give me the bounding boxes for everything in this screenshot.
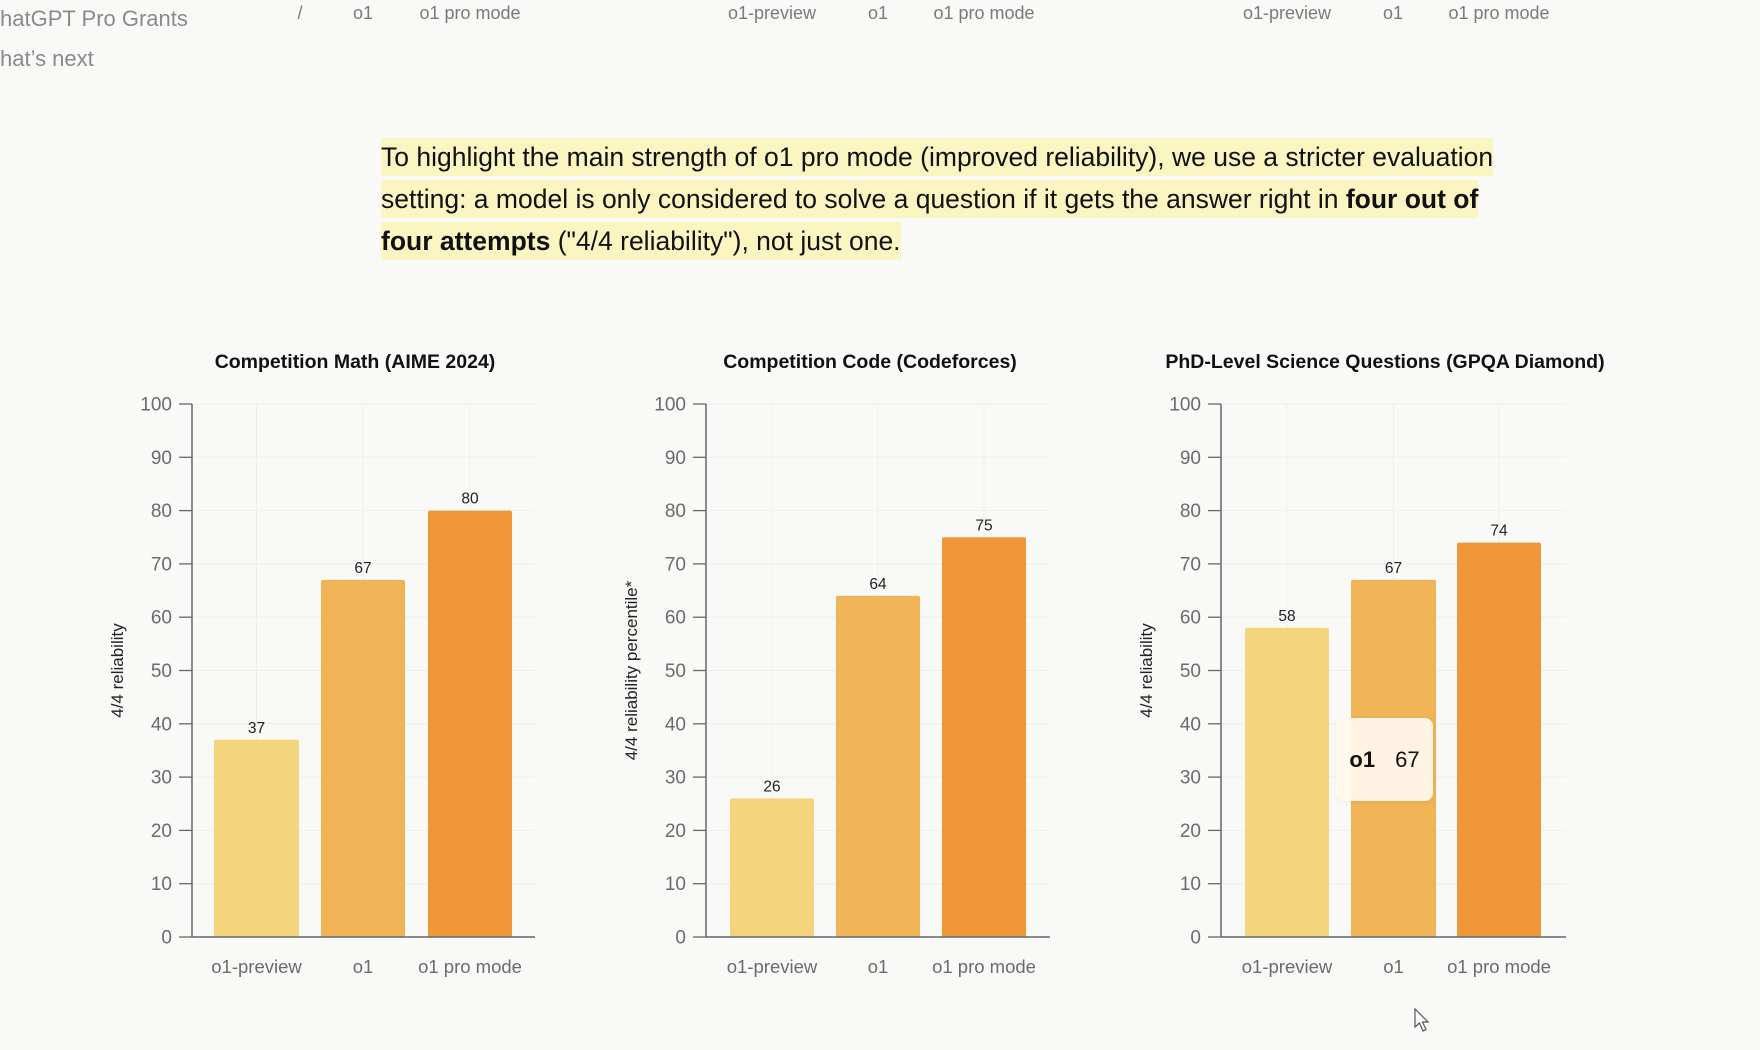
y-tick-label: 10 [151, 874, 172, 895]
bar-o1-preview [214, 739, 299, 937]
y-tick-label: 30 [1180, 768, 1201, 789]
bar-o1-pro-mode [428, 510, 512, 937]
chart-title: PhD-Level Science Questions (GPQA Diamon… [1165, 351, 1604, 373]
y-tick-label: 70 [1180, 554, 1201, 575]
data-label: 26 [763, 778, 780, 795]
bar-tooltip: o1 67 [1336, 718, 1433, 801]
y-tick-label: 100 [140, 395, 172, 416]
data-label: 37 [248, 720, 265, 737]
y-tick-label: 80 [151, 501, 172, 522]
data-label: 80 [461, 491, 479, 508]
intro-text-2: ("4/4 reliability"), not just one. [550, 226, 901, 256]
x-tick-label: o1 [1383, 956, 1404, 977]
top-cut-label: o1 pro mode [419, 3, 521, 23]
y-tick-label: 50 [151, 661, 172, 682]
x-tick-label: o1 pro mode [1447, 956, 1551, 977]
bar-o1-pro-mode [942, 537, 1026, 937]
x-tick-label: o1 pro mode [418, 956, 522, 977]
x-tick-label: o1 [868, 956, 889, 977]
intro-bold: four out of four attempts [381, 184, 1479, 256]
data-label: 67 [1385, 560, 1402, 577]
top-cut-label: o1-preview [727, 3, 817, 23]
x-tick-label: o1-preview [211, 956, 302, 977]
intro-paragraph: To highlight the main strength of o1 pro… [381, 136, 1521, 262]
x-tick-label: o1 [353, 956, 374, 977]
y-tick-label: 20 [151, 821, 172, 842]
top-cut-label: o1 [867, 3, 889, 23]
bar-o1 [321, 579, 405, 937]
y-tick-label: 20 [1180, 821, 1201, 842]
top-cut-label: o1 pro mode [1448, 3, 1550, 23]
data-label: 67 [354, 560, 371, 577]
y-axis-label: 4/4 reliability [1137, 623, 1156, 718]
bar-o1 [836, 595, 920, 937]
sidebar-item-grants[interactable]: hatGPT Pro Grants [0, 6, 188, 31]
top-cut-label: o1 [352, 3, 374, 23]
mouse-cursor-icon [1414, 1008, 1430, 1032]
data-label: 64 [869, 576, 887, 593]
tooltip-value: 67 [1395, 746, 1420, 772]
bar-o1-preview [1245, 627, 1329, 937]
top-cut-label: o1 pro mode [933, 3, 1035, 23]
y-tick-label: 30 [151, 768, 172, 789]
y-tick-label: 90 [151, 448, 172, 469]
tooltip-series: o1 [1349, 746, 1376, 772]
intro-text-1: To highlight the main strength of o1 pro… [381, 142, 1494, 214]
y-tick-label: 100 [654, 395, 686, 416]
x-tick-label: o1-preview [1242, 956, 1333, 977]
x-tick-label: o1-preview [727, 956, 818, 977]
y-tick-label: 40 [1180, 714, 1201, 735]
y-tick-label: 0 [1190, 928, 1201, 949]
y-tick-label: 100 [1169, 395, 1201, 416]
y-tick-label: 50 [1180, 661, 1201, 682]
y-axis-label: 4/4 reliability [108, 623, 127, 718]
y-tick-label: 60 [1180, 608, 1201, 629]
data-label: 74 [1490, 523, 1508, 540]
chart-title: Competition Code (Codeforces) [723, 351, 1017, 373]
x-tick-label: o1 pro mode [932, 956, 1036, 977]
y-tick-label: 60 [151, 608, 172, 629]
y-tick-label: 80 [665, 501, 686, 522]
y-tick-label: 80 [1180, 501, 1201, 522]
y-tick-label: 30 [665, 768, 686, 789]
y-tick-label: 90 [665, 448, 686, 469]
y-tick-label: 60 [665, 608, 686, 629]
top-cut-label: o1-preview [1242, 3, 1332, 23]
y-tick-label: 70 [665, 554, 686, 575]
y-tick-label: 10 [1180, 874, 1201, 895]
top-cut-label: / [297, 3, 303, 23]
y-tick-label: 20 [665, 821, 686, 842]
y-tick-label: 40 [665, 714, 686, 735]
chart-title: Competition Math (AIME 2024) [215, 351, 496, 373]
y-tick-label: 70 [151, 554, 172, 575]
y-tick-label: 90 [1180, 448, 1201, 469]
data-label: 75 [975, 517, 992, 534]
bar-o1-preview [730, 798, 814, 937]
sidebar-item-whats-next[interactable]: hat’s next [0, 46, 94, 71]
y-tick-label: 50 [665, 661, 686, 682]
top-cut-label: o1 [1382, 3, 1404, 23]
y-tick-label: 10 [665, 874, 686, 895]
y-axis-label: 4/4 reliability percentile* [622, 580, 641, 760]
y-tick-label: 0 [161, 928, 172, 949]
y-tick-label: 40 [151, 714, 172, 735]
bar-o1-pro-mode [1457, 542, 1541, 937]
data-label: 58 [1278, 608, 1295, 625]
y-tick-label: 0 [675, 928, 686, 949]
